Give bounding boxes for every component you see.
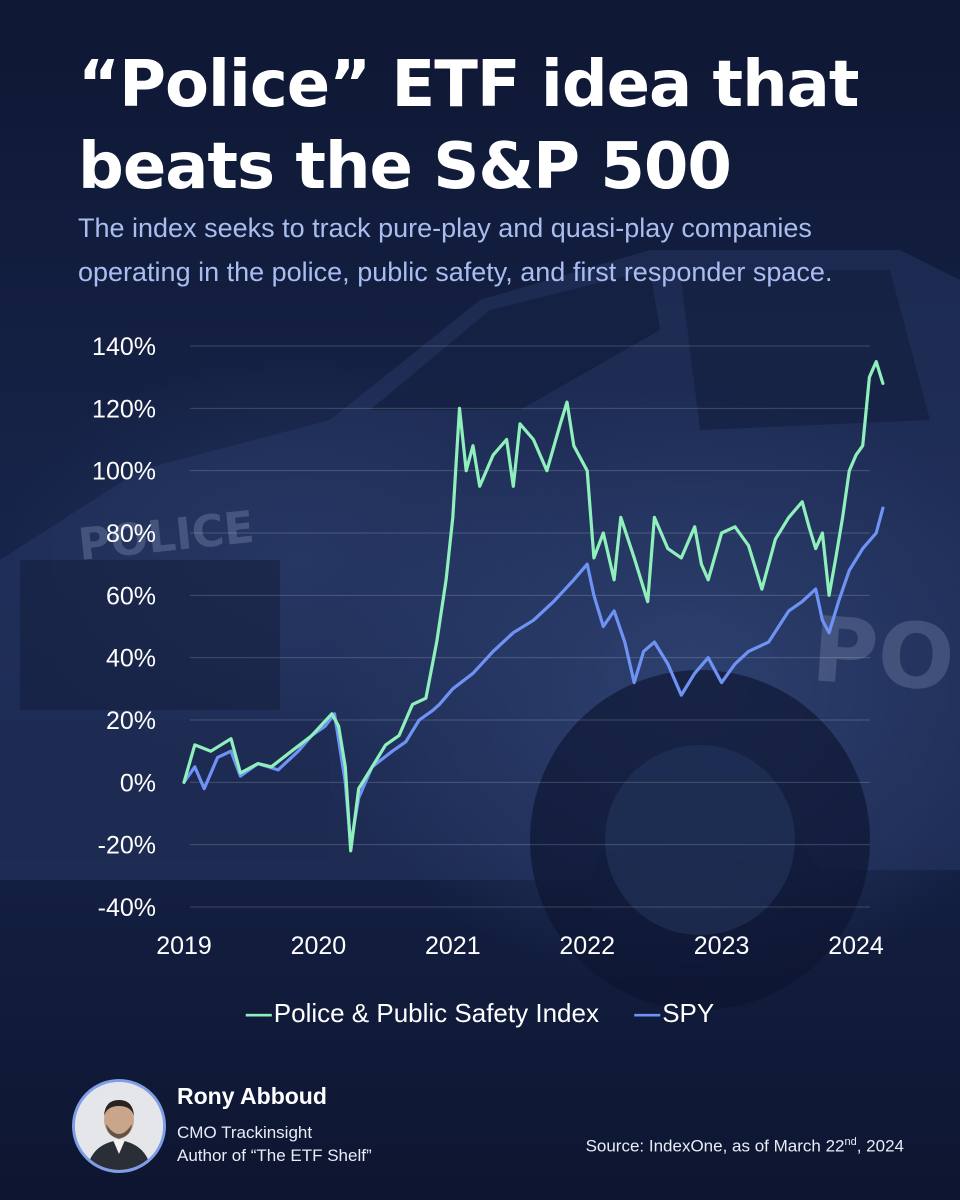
x-tick-label: 2020 bbox=[291, 932, 347, 960]
avatar bbox=[72, 1079, 166, 1173]
page-title: “Police” ETF idea that beats the S&P 500 bbox=[78, 48, 859, 204]
source-superscript: nd bbox=[844, 1136, 857, 1148]
y-tick-label: 80% bbox=[106, 520, 156, 548]
y-tick-label: 60% bbox=[106, 582, 156, 610]
x-axis-ticks: 2019 2020 2021 2022 2023 2024 bbox=[156, 932, 884, 960]
source-note: Source: IndexOne, as of March 22nd, 2024 bbox=[586, 1136, 904, 1157]
y-tick-label: 140% bbox=[92, 333, 156, 361]
series-lines bbox=[182, 360, 885, 853]
legend-swatch-police-index: — bbox=[245, 998, 272, 1028]
y-tick-label: 0% bbox=[120, 769, 156, 797]
series-line-police-index bbox=[182, 360, 885, 853]
legend-label-police-index: Police & Public Safety Index bbox=[273, 998, 599, 1028]
series-line-spy bbox=[182, 506, 885, 847]
legend: —Police & Public Safety Index —SPY bbox=[0, 998, 960, 1029]
legend-label-spy: SPY bbox=[662, 998, 715, 1028]
author-name: Rony Abboud bbox=[177, 1083, 327, 1109]
y-tick-label: 40% bbox=[106, 645, 156, 673]
y-axis-ticks: -40% -20% 0% 20% 40% 60% 80% 100% 120% 140% bbox=[92, 333, 156, 922]
x-tick-label: 2023 bbox=[694, 932, 750, 960]
x-tick-label: 2019 bbox=[156, 932, 212, 960]
person-portrait-icon bbox=[75, 1082, 163, 1170]
x-tick-label: 2024 bbox=[828, 932, 884, 960]
y-tick-label: 120% bbox=[92, 395, 156, 423]
vehicle-windshield bbox=[370, 270, 660, 410]
y-tick-label: 100% bbox=[92, 458, 156, 486]
y-tick-label: -20% bbox=[98, 832, 156, 860]
y-tick-label: -40% bbox=[98, 894, 156, 922]
legend-item-police-index: —Police & Public Safety Index bbox=[246, 998, 599, 1029]
source-date: , 2024 bbox=[856, 1136, 904, 1156]
author-book: Author of “The ETF Shelf” bbox=[177, 1146, 372, 1165]
vehicle-wheel-rim bbox=[605, 745, 795, 935]
author-role: CMO Trackinsight bbox=[177, 1123, 313, 1142]
source-text: Source: IndexOne, as of March 22 bbox=[585, 1136, 845, 1156]
legend-swatch-spy: — bbox=[634, 998, 661, 1028]
x-tick-label: 2021 bbox=[425, 932, 481, 960]
vehicle-bumper bbox=[0, 720, 330, 860]
page-subtitle: The index seeks to track pure-play and q… bbox=[78, 213, 833, 287]
legend-item-spy: —SPY bbox=[634, 998, 714, 1029]
vehicle-grille bbox=[20, 560, 280, 710]
x-tick-label: 2022 bbox=[559, 932, 615, 960]
grid-lines bbox=[190, 345, 870, 908]
y-tick-label: 20% bbox=[106, 707, 156, 735]
